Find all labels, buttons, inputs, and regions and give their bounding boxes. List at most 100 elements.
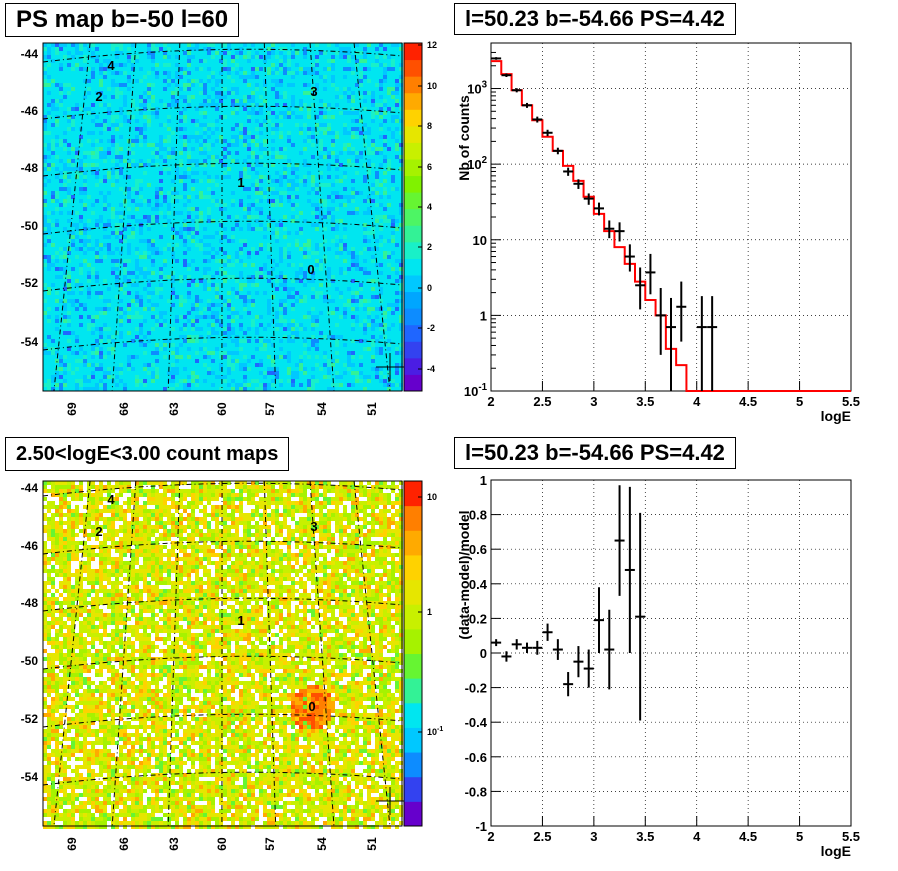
data-point [552,147,563,155]
x-tick-label: 4 [693,394,701,409]
source-label: 1 [237,175,244,190]
x-axis-label: logE [821,843,851,859]
colorbar-band [404,801,422,827]
map-pixels [43,43,403,391]
x-tick-label: 3.5 [636,829,654,844]
data-point [635,512,646,721]
colorbar-label: 2 [427,242,432,252]
colorbar-band [404,653,422,679]
colorbar-band [404,752,422,778]
data-point [604,220,615,239]
source-label: 0 [308,699,315,714]
colorbar-band [404,678,422,704]
x-tick-label: 66 [117,837,131,851]
colorbar-band [404,776,422,802]
longitude-line [111,480,137,827]
colorbar-band [404,159,422,177]
source-label: 1 [237,613,244,628]
colorbar-band [404,275,422,293]
data-point [614,485,625,596]
x-tick-label: 2 [487,829,494,844]
map-frame [42,480,403,827]
data-point [583,193,594,205]
x-tick-label: 2.5 [533,829,551,844]
colorbar-band [404,192,422,210]
x-tick-label: 57 [263,402,277,416]
x-tick-label: 5.5 [842,394,860,409]
colorbar-band [404,59,422,77]
y-tick-label: -48 [21,161,39,175]
data-point [573,179,584,189]
data-point [573,646,584,678]
longitude-line [111,42,137,392]
colorbar-label: 4 [427,202,432,212]
data-point [532,116,543,123]
map-frame [42,42,403,392]
longitude-line [263,42,277,392]
y-tick-label: -0.6 [465,750,487,765]
x-tick-label: 69 [65,837,79,851]
x-tick-label: 60 [215,837,229,851]
y-tick-label: -50 [21,654,39,668]
colorbar-label: 12 [427,40,437,50]
colorbar-label: 0 [427,283,432,293]
y-tick-label: -44 [21,47,39,61]
y-tick-label: -0.8 [465,784,487,799]
data-point [532,640,543,655]
latitude-line [42,277,403,292]
residual-panel: 2 2.5 3 3.5 4 4.5 5 5.5 -1 -0.8 -0.6 -0.4 -0.2 0 0.2 0.… [449,436,898,871]
y-tick-label: -48 [21,596,39,610]
colorbar-label: 10 [427,81,437,91]
x-tick-label: 3.5 [636,394,654,409]
x-tick-label: 3 [590,394,597,409]
colorbar-band [404,357,422,375]
counts-map-panel: -44 -46 -48 -50 -52 -54 69 66 63 60 57 54 51 0 1 2 3 4 10 1… [0,436,449,871]
data-point [511,639,522,650]
data-point [676,281,687,342]
source-label: 3 [310,519,317,534]
y-tick-label: -1 [475,819,487,834]
y-tick-label: -54 [21,335,39,349]
data-point [707,296,718,391]
source-label: 3 [310,84,317,99]
longitude-line [309,42,335,392]
x-tick-label: 51 [365,837,379,851]
ps-map-panel: -44 -46 -48 -50 -52 -54 69 66 63 60 57 54 51 0 1 2 3 4 12 1… [0,0,449,436]
y-tick-label: -52 [21,712,39,726]
y-tick-label: -46 [21,539,39,553]
latitude-line [42,336,403,351]
data-point [583,649,594,688]
longitude-line [353,480,391,827]
map-pixels [43,481,403,829]
x-tick-label: 57 [263,837,277,851]
y-tick-label: 0.4 [469,577,488,592]
colorbar-band [404,308,422,326]
x-tick-label: 5 [796,394,803,409]
spectrum-title: l=50.23 b=-54.66 PS=4.42 [454,3,736,35]
y-axis-label: Nb of counts [456,95,472,181]
y-tick-label: 0 [480,646,487,661]
data-point [604,609,615,690]
x-tick-label: 60 [215,402,229,416]
colorbar-label: 10 [427,492,437,502]
data-point [594,587,604,653]
y-tick-label: 10 [473,233,487,248]
x-tick-label: 2 [487,394,494,409]
colorbar-band [404,258,422,276]
colorbar-band [404,604,422,630]
latitude-line [42,655,403,670]
colorbar-band [404,92,422,110]
x-tick-label: 5 [796,829,803,844]
latitude-line [42,713,403,728]
data-point [511,88,522,93]
data-point [542,623,553,641]
x-tick-label: 54 [315,402,329,416]
colorbar-band [404,225,422,243]
spectrum-panel: 2 2.5 3 3.5 4 4.5 5 5.5 10-1 1 10 102 103 logE Nb of c… [449,0,898,436]
counts-map-title: 2.50<logE<3.00 count maps [5,437,290,471]
y-tick-label: -50 [21,219,39,233]
data-point [655,288,666,355]
grid [491,480,851,826]
